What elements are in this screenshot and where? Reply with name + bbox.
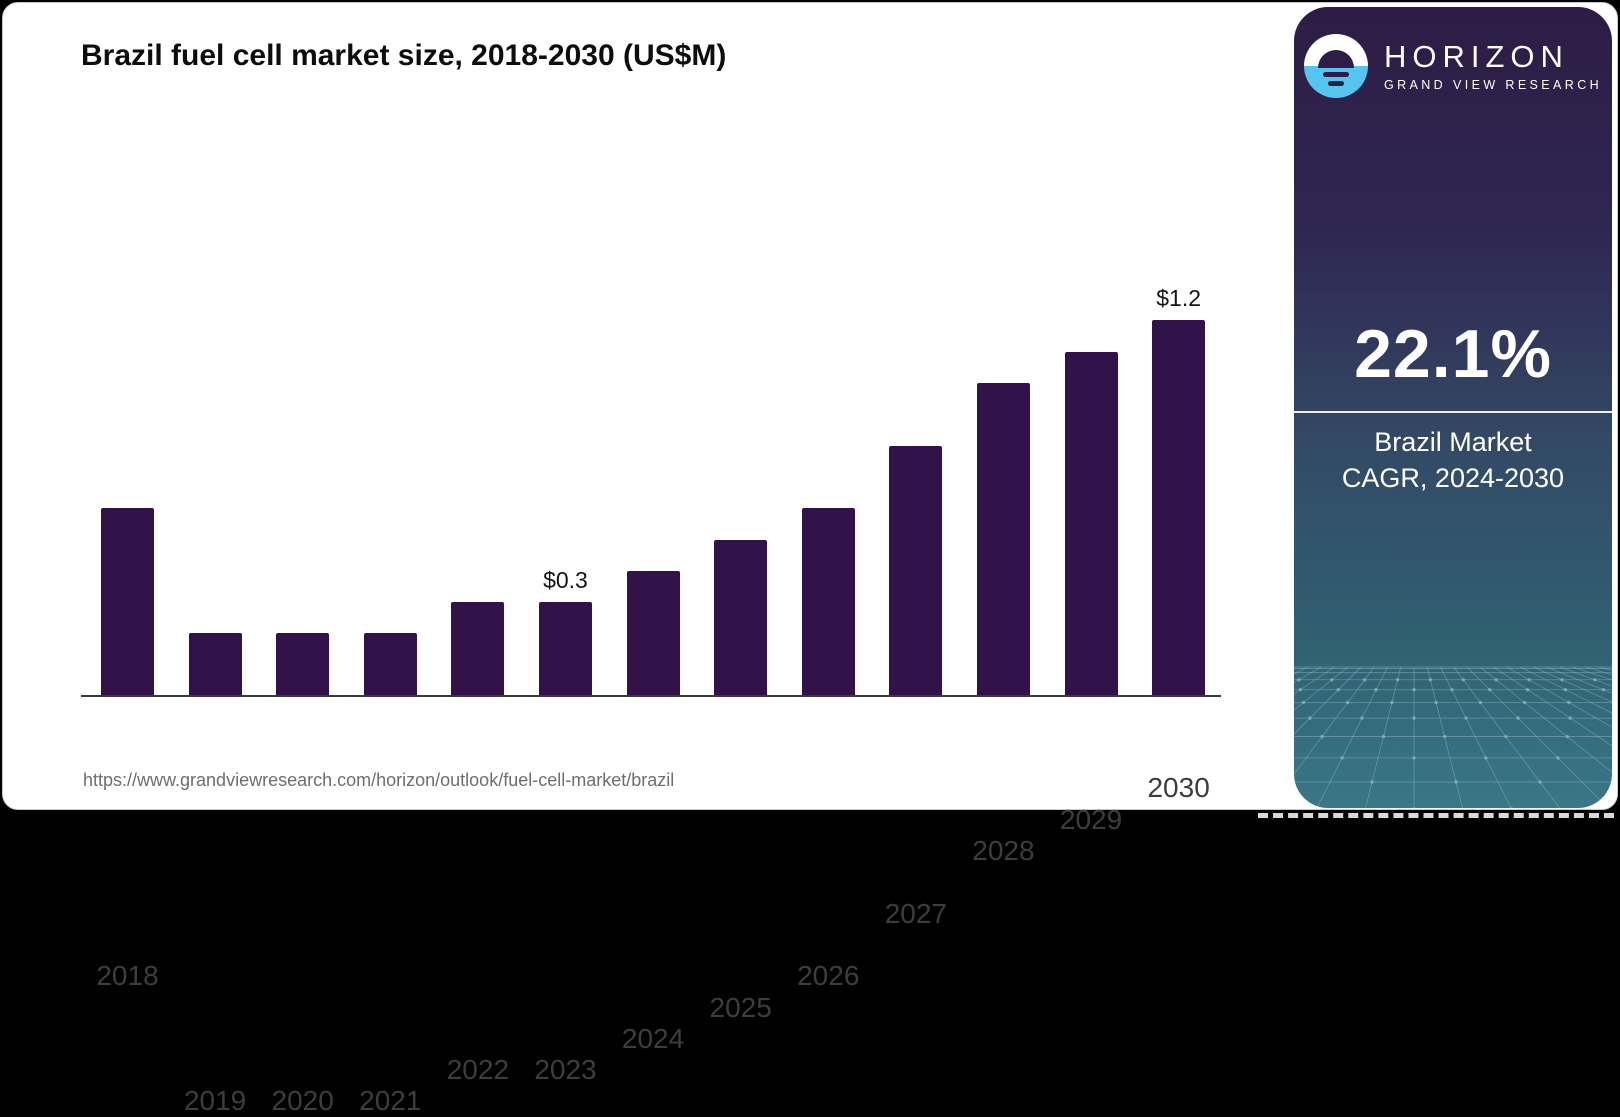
bar [801,508,855,696]
bar [1152,320,1206,696]
bar [538,602,592,696]
bar-value-label: $0.3 [543,567,588,594]
bar-group-2019: 2019 [184,633,246,1116]
bar [276,633,330,696]
source-url: https://www.grandviewresearch.com/horizo… [83,770,675,790]
x-tick-label: 2030 [1147,772,1210,804]
bar-group-2023: $0.3 2023 [534,567,596,1085]
bar-group-2029: 2029 [1060,351,1122,835]
bar-group-2026: 2026 [797,508,859,991]
x-tick-label: 2022 [446,1054,510,1086]
brand-sidebar: HORIZON GRAND VIEW RESEARCH 22.1% Brazil… [1294,7,1612,808]
bar [451,602,505,696]
bar-group-2022: 2022 [447,602,509,1085]
bar-group-2027: 2027 [885,445,947,929]
bar [626,570,680,696]
bar [889,445,943,696]
bar-group-2030: $1.2 2030 [1147,285,1209,803]
brand-name: HORIZON [1383,39,1569,75]
bar-group-2020: 2020 [272,633,334,1116]
brand-subtitle: GRAND VIEW RESEARCH [1383,77,1603,92]
cagr-value: 22.1% [1354,316,1552,392]
x-tick-label: 2026 [797,960,860,992]
wireframe-mesh-decoration [1294,666,1612,808]
bar-chart: 2018 2019 2020 2021 2022 $0.3 2023 2024 2025 2026… [81,258,1221,1116]
x-tick-label: 2020 [271,1085,334,1117]
bar-group-2021: 2021 [359,633,421,1116]
cagr-label-line2: CAGR, 2024-2030 [1341,462,1565,493]
bar-group-2018: 2018 [96,508,159,991]
x-tick-label: 2028 [972,835,1035,866]
x-axis-line [81,695,1221,697]
x-tick-label: 2025 [709,991,772,1023]
bar-group-2028: 2028 [972,383,1035,866]
x-tick-label: 2027 [884,897,947,929]
bar [188,633,242,696]
x-tick-label: 2018 [96,960,159,992]
sun-reflection-line [1322,72,1349,77]
cagr-label: Brazil Market CAGR, 2024-2030 [1294,425,1612,496]
bar [101,508,154,696]
brand-header: HORIZON GRAND VIEW RESEARCH [1294,34,1612,98]
bar-value-label: $1.2 [1156,285,1202,312]
bars-container: 2018 2019 2020 2021 2022 $0.3 2023 2024 2025 2026… [81,258,1221,1116]
sun-icon [1317,50,1354,68]
bar [714,539,768,696]
bar [976,383,1030,696]
brand-text: HORIZON GRAND VIEW RESEARCH [1383,39,1603,92]
cagr-label-line1: Brazil Market [1374,427,1532,457]
x-tick-label: 2023 [534,1054,597,1086]
x-tick-label: 2021 [359,1085,422,1117]
bar-group-2025: 2025 [710,539,772,1023]
bottom-dashed-decoration [1258,813,1614,818]
sun-reflection-line [1327,81,1344,86]
horizon-sun-logo-icon [1303,34,1368,98]
x-tick-label: 2019 [183,1085,247,1117]
x-tick-label: 2024 [621,1022,685,1054]
bar-group-2024: 2024 [622,570,684,1054]
bar [363,633,417,696]
bar [1064,351,1118,696]
stat-divider [1294,411,1612,413]
chart-title: Brazil fuel cell market size, 2018-2030 … [81,39,727,72]
